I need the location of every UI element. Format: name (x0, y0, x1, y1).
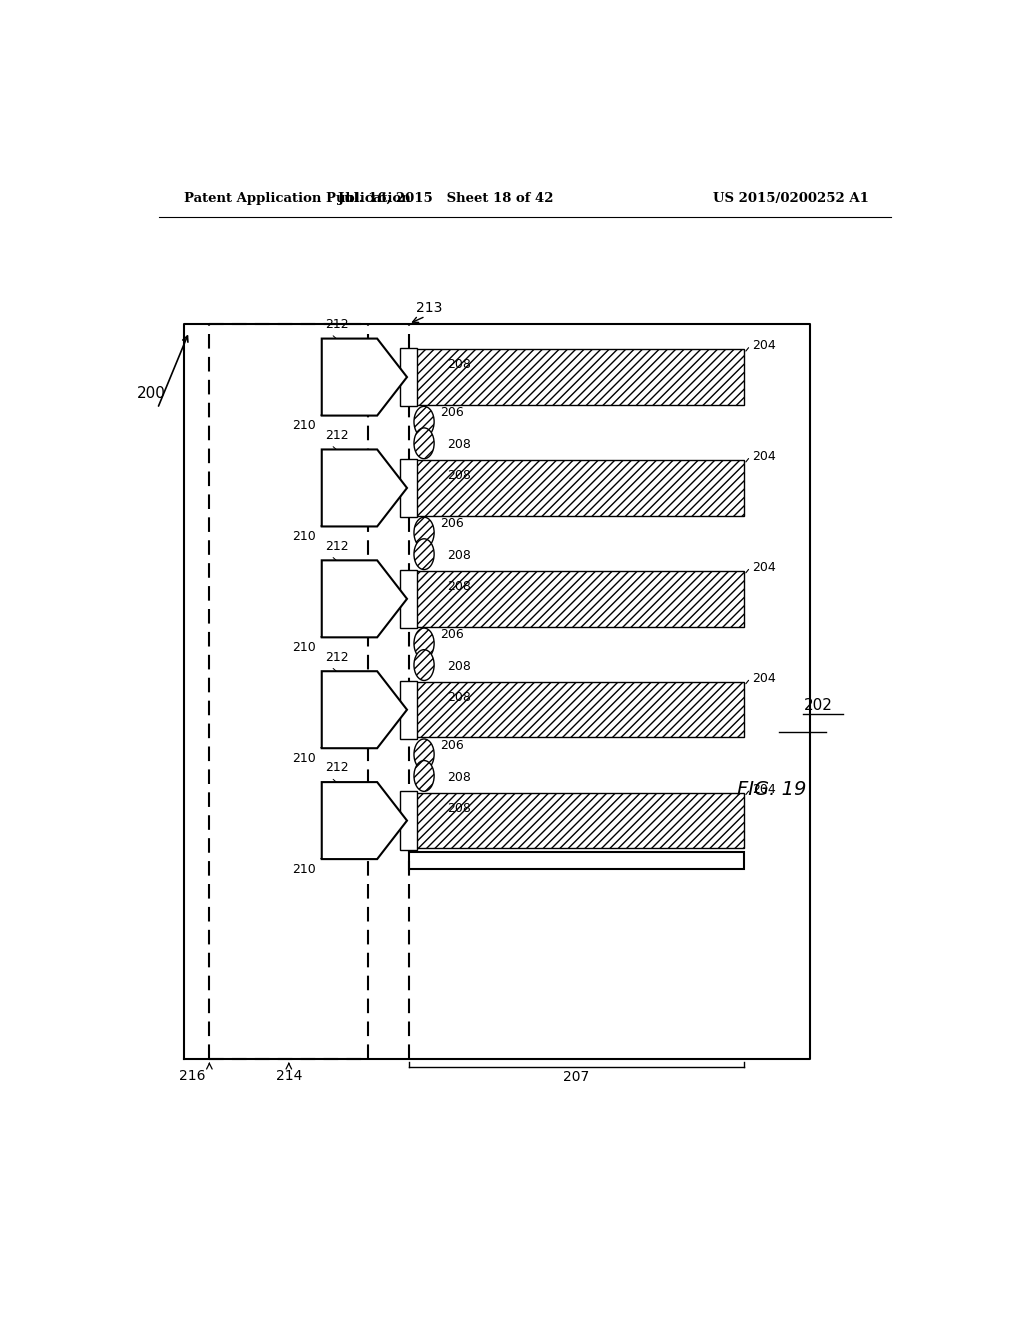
Ellipse shape (414, 739, 434, 770)
Ellipse shape (414, 760, 434, 792)
Text: US 2015/0200252 A1: US 2015/0200252 A1 (713, 191, 868, 205)
Text: 204: 204 (752, 783, 775, 796)
Text: 206: 206 (440, 517, 464, 529)
Ellipse shape (414, 539, 434, 570)
Text: 210: 210 (292, 752, 315, 766)
Text: 202: 202 (804, 698, 833, 713)
Text: 216: 216 (179, 1069, 206, 1082)
Text: 207: 207 (563, 1071, 590, 1084)
Text: 208: 208 (447, 549, 471, 562)
Text: 204: 204 (752, 339, 775, 352)
Bar (409, 682, 744, 738)
Ellipse shape (414, 407, 434, 437)
Ellipse shape (414, 428, 434, 458)
Text: 204: 204 (752, 561, 775, 574)
Text: 208: 208 (447, 771, 471, 784)
Bar (409, 853, 744, 869)
Ellipse shape (414, 517, 434, 548)
Ellipse shape (414, 628, 434, 659)
Text: 212: 212 (326, 318, 349, 331)
Text: 210: 210 (292, 531, 315, 544)
Text: FIG. 19: FIG. 19 (736, 780, 806, 800)
Bar (409, 350, 744, 405)
Text: 204: 204 (752, 450, 775, 463)
Text: 208: 208 (447, 803, 471, 814)
Polygon shape (322, 560, 407, 638)
Polygon shape (322, 781, 407, 859)
Text: 208: 208 (447, 581, 471, 593)
Text: 200: 200 (137, 385, 166, 401)
Bar (400, 348, 417, 407)
Text: 208: 208 (447, 470, 471, 482)
Text: 214: 214 (275, 1069, 302, 1082)
Bar (409, 461, 744, 516)
Text: 210: 210 (292, 863, 315, 876)
Text: 204: 204 (752, 672, 775, 685)
Bar (409, 572, 744, 627)
Ellipse shape (414, 649, 434, 681)
Polygon shape (322, 339, 407, 416)
Bar (400, 459, 417, 517)
Text: 210: 210 (292, 642, 315, 655)
Text: Patent Application Publication: Patent Application Publication (183, 191, 411, 205)
Bar (409, 793, 744, 849)
Text: 206: 206 (440, 407, 464, 418)
Text: 206: 206 (440, 628, 464, 640)
Text: 212: 212 (326, 762, 349, 775)
Text: 212: 212 (326, 429, 349, 442)
Text: 212: 212 (326, 651, 349, 664)
Text: 210: 210 (292, 420, 315, 433)
Text: 213: 213 (417, 301, 442, 314)
Polygon shape (322, 671, 407, 748)
Text: 208: 208 (447, 660, 471, 673)
Text: 206: 206 (440, 739, 464, 751)
Bar (400, 792, 417, 850)
Bar (400, 570, 417, 628)
Text: 212: 212 (326, 540, 349, 553)
Text: 208: 208 (447, 359, 471, 371)
Text: 208: 208 (447, 692, 471, 704)
Bar (400, 681, 417, 739)
Text: 208: 208 (447, 438, 471, 451)
Text: Jul. 16, 2015   Sheet 18 of 42: Jul. 16, 2015 Sheet 18 of 42 (338, 191, 554, 205)
Polygon shape (322, 450, 407, 527)
